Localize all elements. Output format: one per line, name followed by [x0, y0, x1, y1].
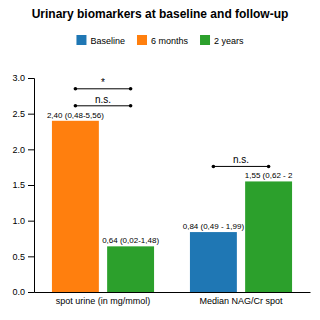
- annotation: n.s.: [233, 154, 249, 165]
- legend-label: 6 months: [151, 36, 189, 46]
- y-tick: 1.0: [12, 216, 34, 226]
- y-tick-line: [28, 114, 34, 115]
- bracket-dot: [74, 104, 78, 108]
- legend-label: 2 years: [214, 36, 244, 46]
- data-label: 1,55 (0,62 - 2: [245, 171, 293, 180]
- y-tick-line: [28, 185, 34, 186]
- bracket-line: [75, 105, 130, 106]
- data-label: 0,84 (0,49 - 1,99): [183, 222, 245, 231]
- legend-item: 2 years: [200, 35, 244, 46]
- y-tick-line: [28, 256, 34, 257]
- data-labels: 2,40 (0,48-5,56) 0,64 (0,02-1,48) 0,84 (0,…: [47, 111, 293, 246]
- y-tick: 3.0: [12, 73, 34, 83]
- y-axis-line: [28, 79, 35, 293]
- bracket-dot: [129, 87, 133, 91]
- bracket-dot: [267, 165, 271, 169]
- data-label: 0,64 (0,02-1,48): [102, 236, 159, 245]
- legend-item: 6 months: [137, 35, 189, 46]
- x-tick-label: Median NAG/Cr spot: [199, 296, 283, 306]
- y-tick: 0.0: [12, 287, 34, 297]
- y-tick-label: 2.0: [12, 145, 25, 155]
- legend-label: Baseline: [90, 36, 125, 46]
- y-tick-label: 0.5: [12, 252, 25, 262]
- legend-swatch: [200, 35, 210, 45]
- bracket-dot: [129, 104, 133, 108]
- bracket-line: [213, 166, 268, 167]
- bar: [245, 181, 292, 292]
- y-tick-line: [28, 149, 34, 150]
- legend-swatch: [76, 35, 86, 45]
- x-axis: spot urine (in mg/mmol) Median NAG/Cr spo…: [35, 292, 311, 306]
- bar: [52, 121, 99, 292]
- y-tick: 0.5: [12, 252, 34, 262]
- bracket: n.s.: [212, 154, 271, 168]
- y-tick-line: [28, 221, 34, 222]
- legend: Baseline 6 months 2 years: [76, 35, 244, 46]
- y-tick-label: 2.5: [12, 109, 25, 119]
- y-tick-line: [28, 292, 34, 293]
- x-tick-label: spot urine (in mg/mmol): [56, 296, 151, 306]
- chart: 0.0 0.5 1.0 1.5 2.0 2.5 3.0 spot urine (in mg/m…: [0, 0, 320, 320]
- bracket-line: [75, 88, 130, 89]
- bracket-dot: [212, 165, 216, 169]
- legend-item: Baseline: [76, 35, 125, 46]
- legend-swatch: [137, 35, 147, 45]
- bars: [52, 121, 292, 292]
- y-tick: 1.5: [12, 180, 34, 190]
- y-axis: 0.0 0.5 1.0 1.5 2.0 2.5 3.0: [12, 73, 34, 297]
- y-tick: 2.5: [12, 109, 34, 119]
- bracket: *: [74, 77, 133, 91]
- y-tick-label: 1.5: [12, 180, 25, 190]
- title: Urinary biomarkers at baseline and follo…: [32, 7, 289, 21]
- x-axis-line: [35, 292, 311, 293]
- y-tick-label: 3.0: [12, 73, 25, 83]
- y-tick-line: [28, 78, 34, 79]
- annotations: n.s. * n.s.: [74, 77, 271, 168]
- x-tick: Median NAG/Cr spot: [199, 292, 283, 306]
- x-tick: spot urine (in mg/mmol): [56, 292, 151, 306]
- y-tick: 2.0: [12, 145, 34, 155]
- annotation: *: [101, 77, 105, 88]
- bracket-dot: [74, 87, 78, 91]
- bracket: n.s.: [74, 94, 133, 108]
- bar: [107, 246, 154, 292]
- annotation: n.s.: [95, 94, 111, 105]
- y-tick-label: 1.0: [12, 216, 25, 226]
- data-label: 2,40 (0,48-5,56): [47, 111, 104, 120]
- y-tick-label: 0.0: [12, 287, 25, 297]
- bar: [190, 232, 237, 292]
